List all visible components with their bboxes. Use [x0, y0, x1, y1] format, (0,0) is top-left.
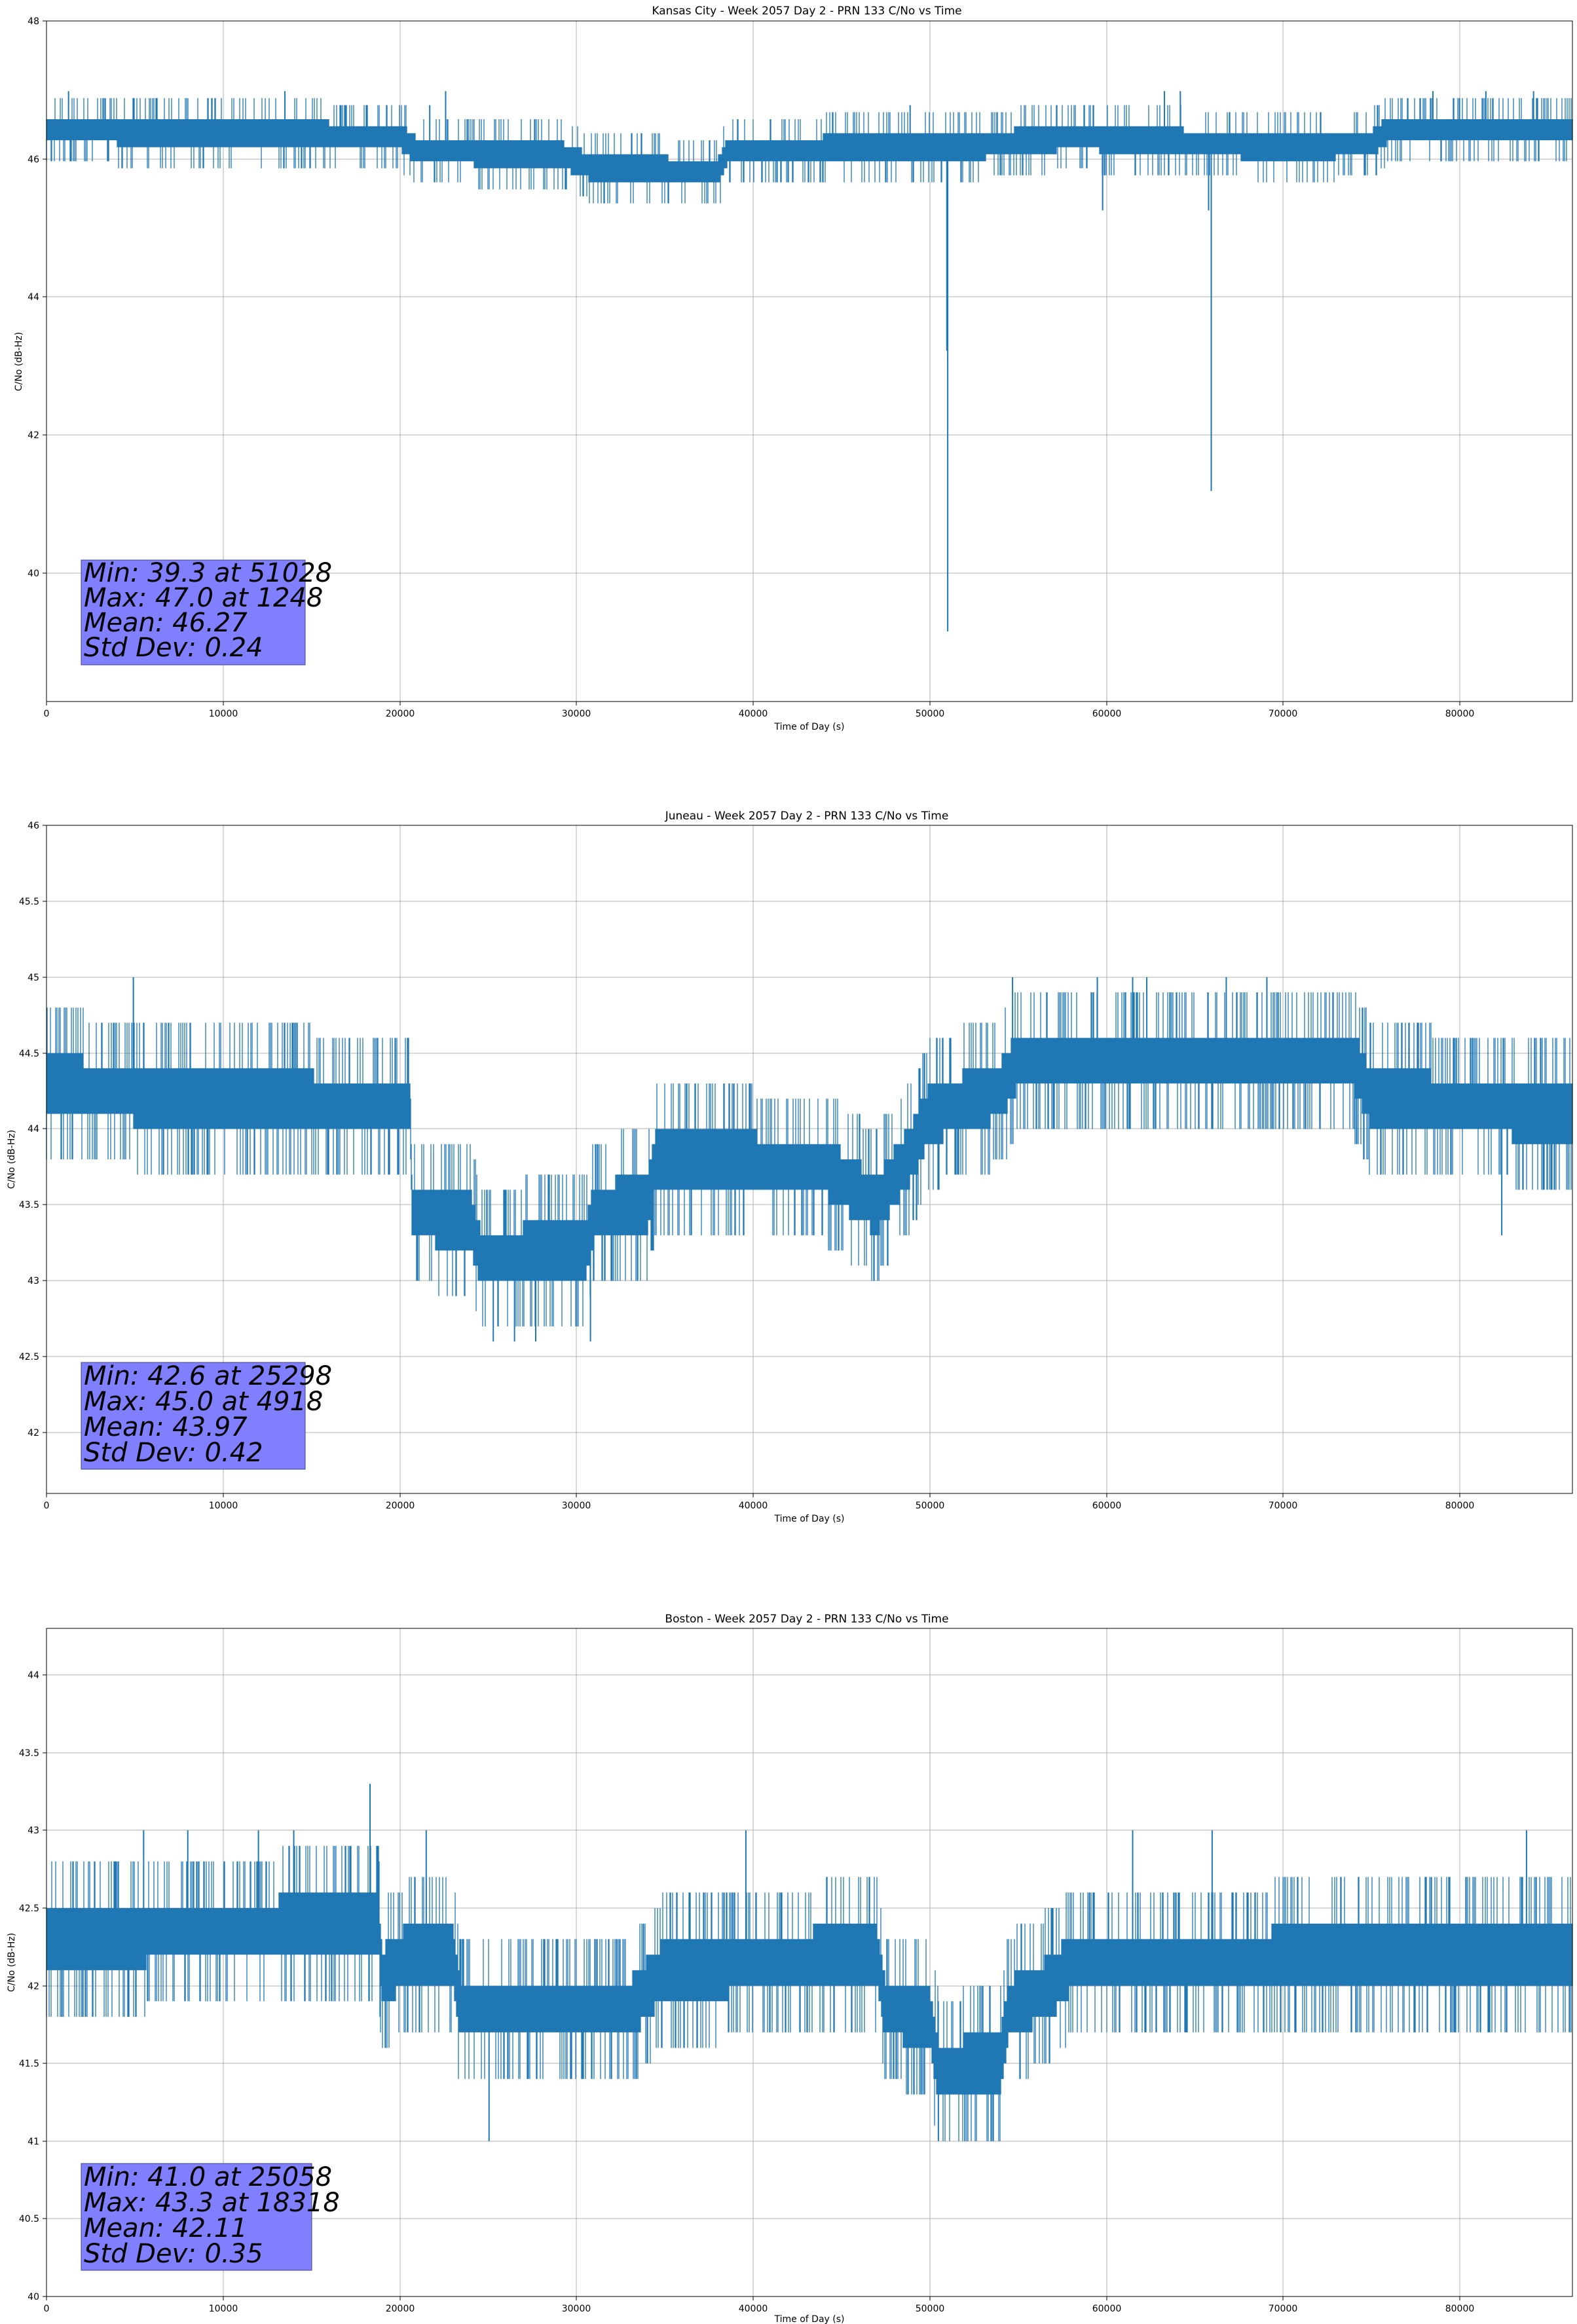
- x-tick-label: 50000: [916, 2304, 945, 2314]
- y-tick-label: 44: [28, 1670, 39, 1681]
- y-tick-label: 40: [28, 569, 39, 579]
- y-tick-label: 42.5: [19, 1352, 39, 1362]
- stat-mean: Mean: 43.97: [84, 1412, 248, 1442]
- stats-box: Min: 42.6 at 25298 Max: 45.0 at 4918 Mea…: [81, 1361, 332, 1470]
- series-line: [46, 91, 1573, 631]
- y-tick-label: 43: [28, 1826, 39, 1836]
- stat-mean: Mean: 46.27: [84, 608, 248, 638]
- y-tick-label: 43.5: [19, 1200, 39, 1210]
- stat-mean: Mean: 42.11: [84, 2213, 248, 2243]
- x-tick-label: 40000: [739, 2304, 768, 2314]
- y-tick-labels: 40 40.5 41 41.5 42 42.5 43 43.5 44: [19, 1670, 46, 2302]
- chart-title: Boston - Week 2057 Day 2 - PRN 133 C/No …: [665, 1613, 948, 1626]
- stat-std-dev: Std Dev: 0.42: [84, 1438, 263, 1468]
- chart-title: Juneau - Week 2057 Day 2 - PRN 133 C/No …: [665, 810, 949, 823]
- x-tick-label: 30000: [562, 1501, 591, 1511]
- stat-min: Min: 39.3 at 51028: [84, 558, 332, 588]
- x-tick-labels: 0 10000 20000 30000 40000 50000 60000 70…: [44, 1493, 1475, 1511]
- x-tick-label: 70000: [1269, 2304, 1298, 2314]
- x-tick-label: 30000: [562, 2304, 591, 2314]
- chart-title: Kansas City - Week 2057 Day 2 - PRN 133 …: [652, 5, 961, 18]
- y-axis-label: C/No (dB-Hz): [7, 1933, 17, 1992]
- stat-max: Max: 45.0 at 4918: [84, 1387, 323, 1417]
- x-tick-label: 0: [44, 2304, 50, 2314]
- stat-min: Min: 41.0 at 25058: [84, 2162, 332, 2192]
- x-tick-label: 60000: [1092, 2304, 1122, 2314]
- y-axis-label: C/No (dB-Hz): [7, 1130, 17, 1189]
- x-tick-label: 60000: [1092, 1501, 1122, 1511]
- stats-box: Min: 39.3 at 51028 Max: 47.0 at 1248 Mea…: [81, 558, 332, 665]
- y-tick-label: 44.5: [19, 1049, 39, 1059]
- y-tick-label: 44: [28, 292, 39, 303]
- y-tick-label: 42.5: [19, 1903, 39, 1914]
- x-tick-label: 40000: [739, 1501, 768, 1511]
- y-tick-label: 42: [28, 430, 39, 441]
- x-tick-label: 60000: [1092, 709, 1122, 719]
- x-tick-label: 50000: [916, 1501, 945, 1511]
- y-tick-label: 40.5: [19, 2214, 39, 2224]
- x-tick-label: 80000: [1445, 709, 1475, 719]
- stat-min: Min: 42.6 at 25298: [84, 1361, 332, 1391]
- x-tick-label: 70000: [1269, 709, 1298, 719]
- y-tick-label: 40: [28, 2292, 39, 2302]
- stat-std-dev: Std Dev: 0.35: [84, 2239, 263, 2269]
- stat-max: Max: 43.3 at 18318: [84, 2188, 340, 2218]
- x-axis-label: Time of Day (s): [774, 2314, 845, 2324]
- x-tick-label: 80000: [1445, 1501, 1475, 1511]
- y-axis-label: C/No (dB-Hz): [14, 332, 24, 391]
- x-tick-label: 40000: [739, 709, 768, 719]
- chart-kansas-city: Kansas City - Week 2057 Day 2 - PRN 133 …: [14, 5, 1573, 732]
- series-line: [46, 977, 1573, 1342]
- x-axis-label: Time of Day (s): [774, 1514, 845, 1524]
- y-tick-label: 43.5: [19, 1748, 39, 1759]
- y-tick-label: 42: [28, 1981, 39, 1992]
- y-tick-label: 46: [28, 821, 39, 831]
- y-tick-label: 45: [28, 973, 39, 983]
- stats-box: Min: 41.0 at 25058 Max: 43.3 at 18318 Me…: [81, 2162, 340, 2271]
- y-tick-label: 44: [28, 1124, 39, 1134]
- plot-frame: [46, 20, 1573, 702]
- x-tick-label: 10000: [209, 2304, 238, 2314]
- x-tick-labels: 0 10000 20000 30000 40000 50000 60000 70…: [44, 702, 1475, 719]
- x-tick-label: 0: [44, 709, 50, 719]
- chart-boston: Boston - Week 2057 Day 2 - PRN 133 C/No …: [7, 1613, 1573, 2324]
- x-tick-label: 10000: [209, 1501, 238, 1511]
- x-tick-label: 20000: [386, 1501, 415, 1511]
- x-tick-label: 50000: [916, 709, 945, 719]
- stat-max: Max: 47.0 at 1248: [84, 583, 323, 613]
- x-tick-label: 0: [44, 1501, 50, 1511]
- x-tick-label: 20000: [386, 2304, 415, 2314]
- y-tick-label: 46: [28, 155, 39, 165]
- x-axis-label: Time of Day (s): [774, 722, 845, 732]
- chart-juneau: Juneau - Week 2057 Day 2 - PRN 133 C/No …: [7, 810, 1573, 1524]
- y-tick-labels: 42 42.5 43 43.5 44 44.5 45 45.5 46: [19, 821, 46, 1438]
- x-tick-label: 30000: [562, 709, 591, 719]
- y-tick-label: 43: [28, 1276, 39, 1286]
- series-line: [46, 1784, 1573, 2141]
- y-tick-label: 41.5: [19, 2059, 39, 2069]
- plot-frame: [46, 825, 1573, 1494]
- x-tick-label: 80000: [1445, 2304, 1475, 2314]
- y-tick-label: 42: [28, 1428, 39, 1438]
- x-tick-label: 70000: [1269, 1501, 1298, 1511]
- x-tick-label: 20000: [386, 709, 415, 719]
- plot-frame: [46, 1628, 1573, 2297]
- x-tick-label: 10000: [209, 709, 238, 719]
- x-tick-labels: 0 10000 20000 30000 40000 50000 60000 70…: [44, 2296, 1475, 2314]
- y-tick-label: 48: [28, 16, 39, 27]
- y-tick-label: 45.5: [19, 897, 39, 907]
- y-tick-labels: 40 42 44 46 48: [28, 16, 46, 579]
- y-tick-label: 41: [28, 2137, 39, 2147]
- stat-std-dev: Std Dev: 0.24: [84, 633, 263, 663]
